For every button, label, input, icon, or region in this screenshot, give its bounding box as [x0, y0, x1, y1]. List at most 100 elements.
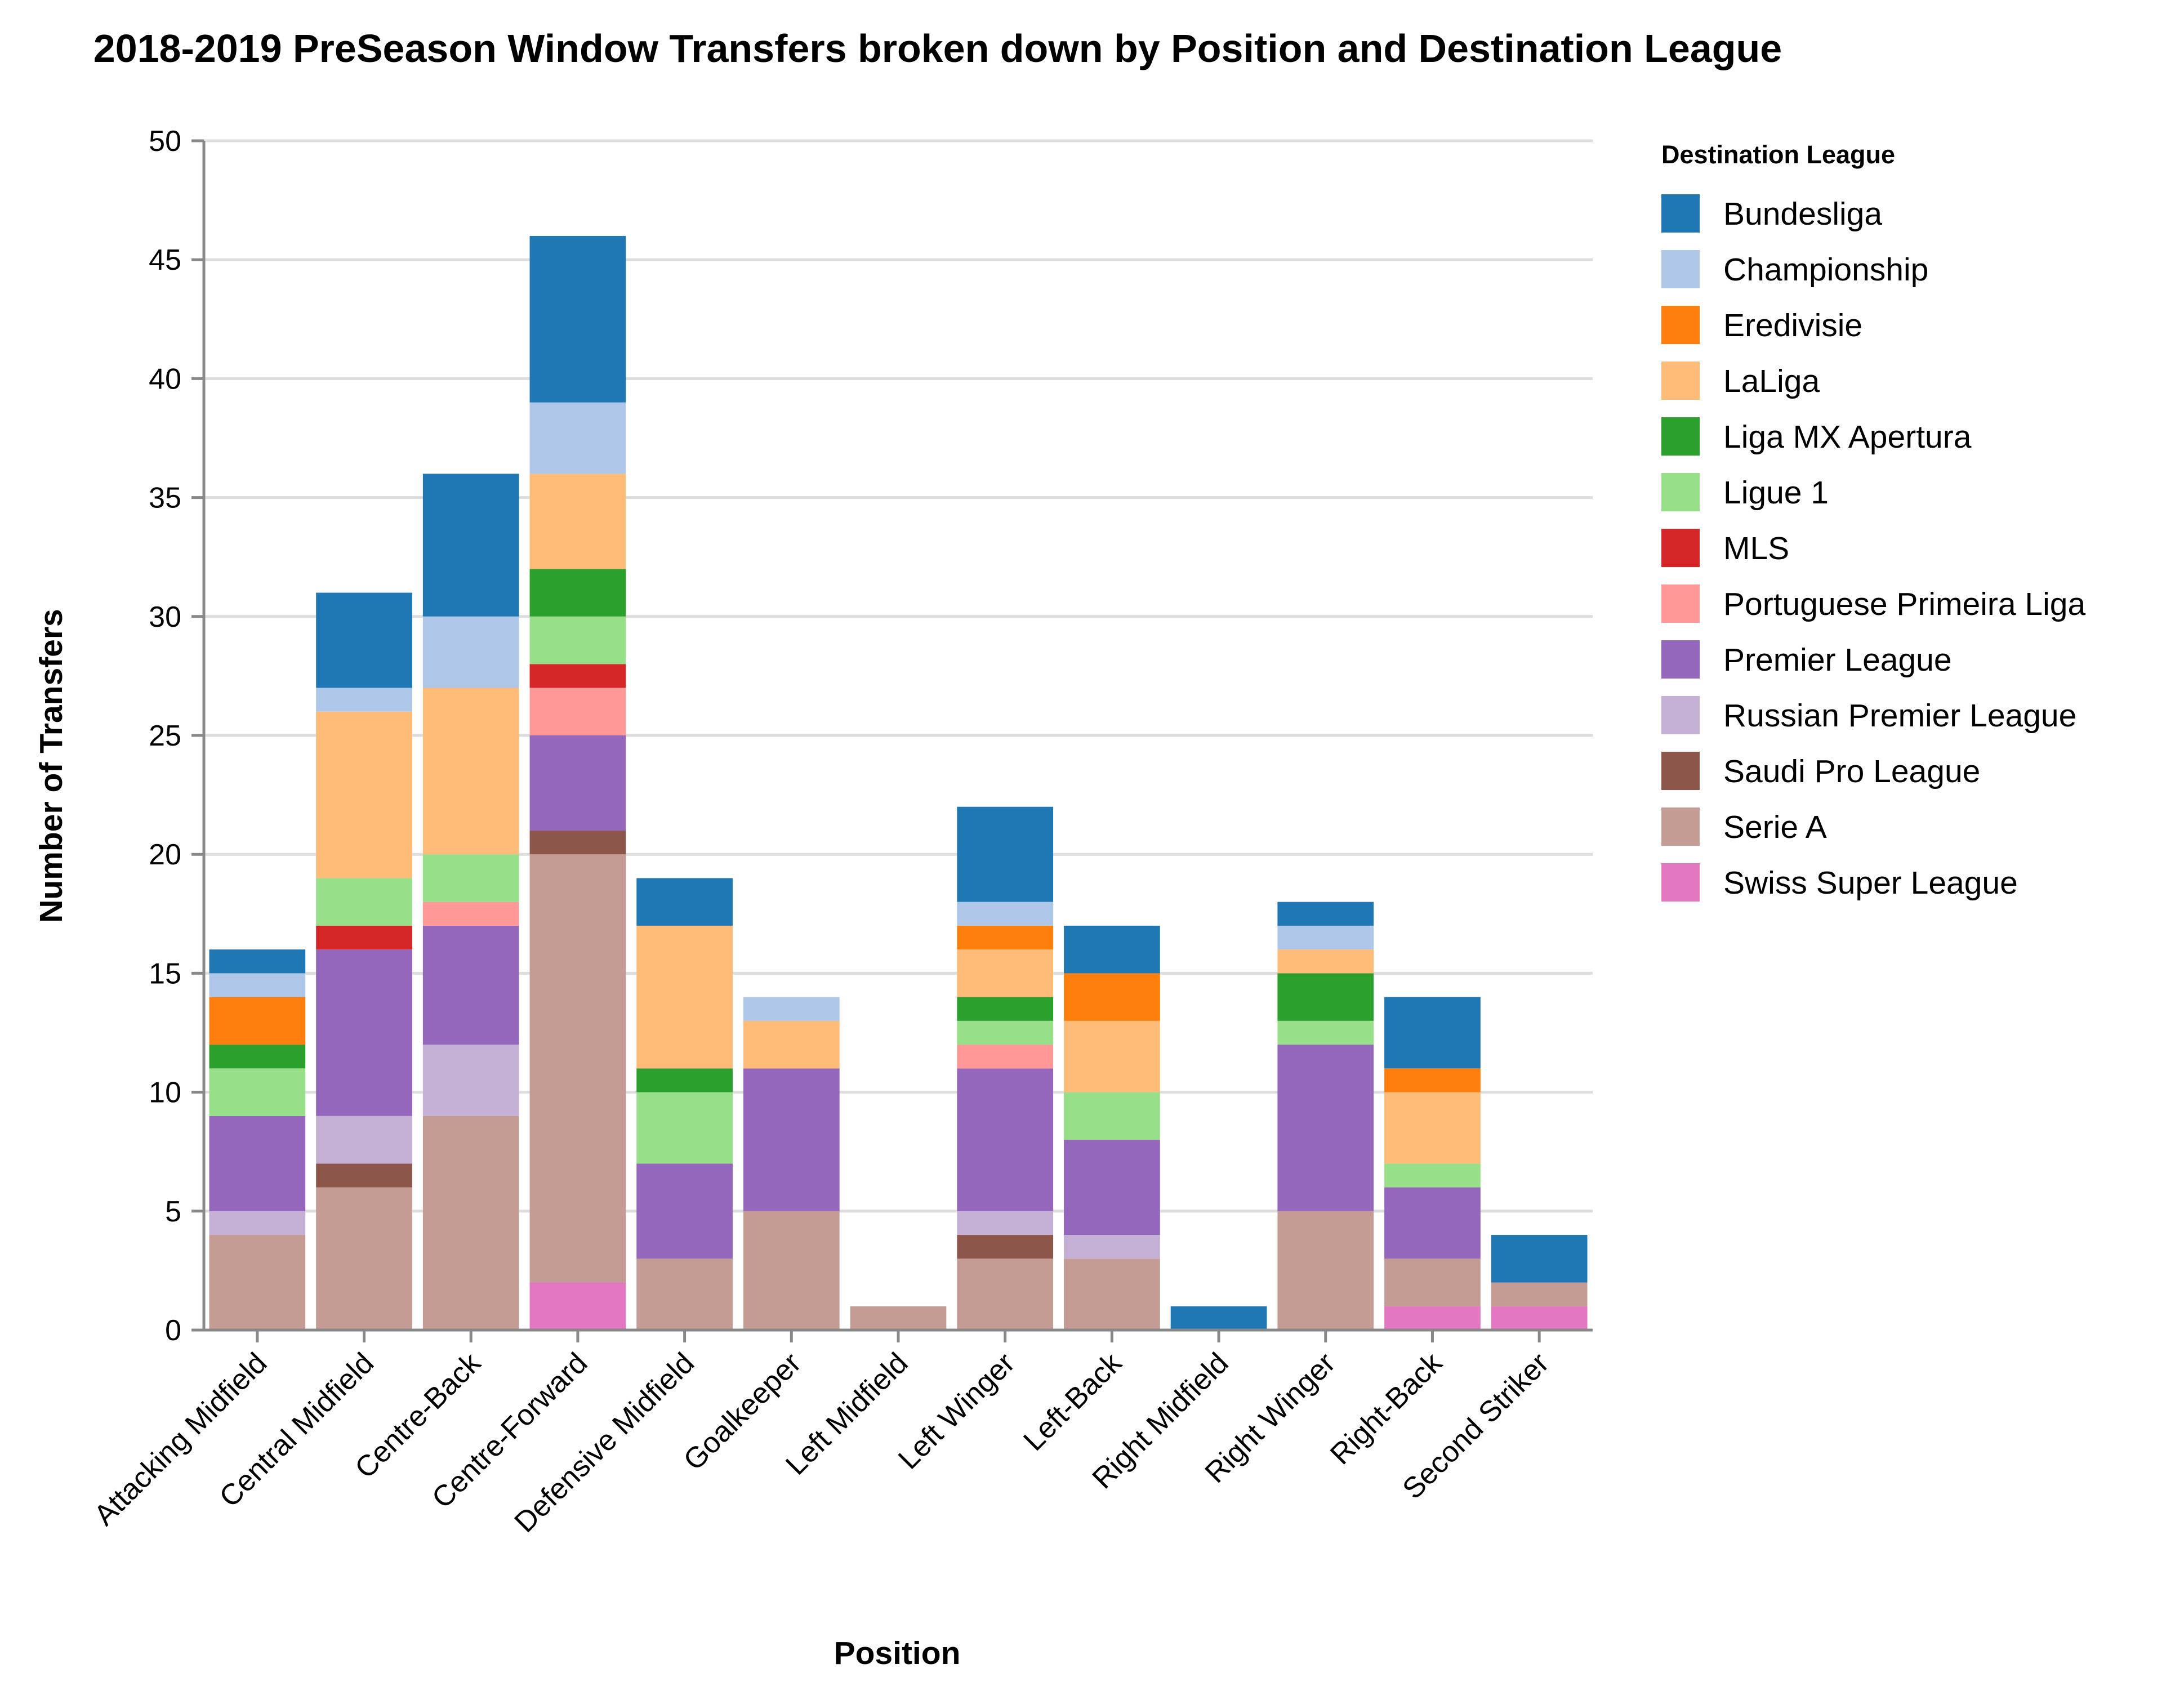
y-tick-label: 20	[149, 838, 181, 871]
bar-segment	[209, 1211, 306, 1235]
bar-segment	[529, 664, 626, 688]
legend-label: LaLiga	[1723, 363, 1820, 399]
bar-segment	[422, 474, 519, 617]
legend-swatch	[1661, 807, 1700, 846]
legend-label: Eredivisie	[1723, 307, 1862, 343]
bar-segment	[316, 925, 412, 950]
x-tick-label: Left-Back	[1018, 1346, 1129, 1457]
bar-segment	[316, 592, 412, 688]
bar-segment	[316, 688, 412, 712]
bar-segment	[636, 1092, 733, 1164]
bar-segment	[529, 735, 626, 831]
bar-segment	[957, 1020, 1054, 1045]
bar-segment	[209, 1116, 306, 1211]
legend-swatch	[1661, 194, 1700, 233]
bar-segment	[636, 925, 733, 1069]
bar-segment	[1384, 1068, 1481, 1092]
bar-segment	[1384, 1163, 1481, 1188]
legend-label: Bundesliga	[1723, 196, 1882, 232]
bar-segment	[316, 1187, 412, 1330]
legend-label: Ligue 1	[1723, 475, 1829, 511]
bar-segment	[1491, 1282, 1588, 1306]
legend-swatch	[1661, 250, 1700, 288]
legend-label: Liga MX Apertura	[1723, 419, 1972, 455]
legend-label: Championship	[1723, 252, 1928, 288]
bar-segment	[422, 616, 519, 688]
bar-segment	[850, 1306, 947, 1330]
bar-segment	[743, 1020, 840, 1069]
bar-segment	[636, 1068, 733, 1092]
y-tick-label: 25	[149, 720, 181, 752]
bar-segment	[1384, 1259, 1481, 1306]
bar-segment	[1277, 949, 1374, 974]
y-tick-label: 0	[165, 1314, 181, 1347]
bar-segment	[1064, 1020, 1160, 1092]
legend: Destination League Bundesliga Championshi…	[1661, 140, 2085, 902]
bar-segment	[1170, 1306, 1267, 1330]
legend-swatch	[1661, 529, 1700, 567]
y-tick-label: 5	[165, 1195, 181, 1228]
bar-segment	[957, 949, 1054, 997]
bar-segment	[422, 1045, 519, 1116]
bar-segment	[957, 806, 1054, 902]
bar-segment	[1491, 1306, 1588, 1330]
legend-swatch	[1661, 473, 1700, 511]
legend-swatch	[1661, 306, 1700, 344]
bar-segment	[529, 830, 626, 855]
bar-segment	[636, 878, 733, 926]
bar-segment	[957, 997, 1054, 1021]
bar-segment	[209, 997, 306, 1045]
bar-segment	[529, 1282, 626, 1330]
y-tick-label: 10	[149, 1077, 181, 1109]
bar-segment	[529, 616, 626, 664]
bar-segment	[422, 688, 519, 855]
bar-segment	[1384, 1092, 1481, 1164]
y-tick-label: 40	[149, 363, 181, 395]
bar-segment	[316, 1163, 412, 1188]
legend-swatch	[1661, 640, 1700, 679]
bar-segment	[1384, 1306, 1481, 1330]
bar-segment	[957, 1211, 1054, 1235]
bar-segment	[316, 711, 412, 878]
y-tick-label: 50	[149, 125, 181, 158]
bar-segment	[1277, 1020, 1374, 1045]
legend-label: Portuguese Primeira Liga	[1723, 586, 2085, 622]
bar-segment	[422, 1116, 519, 1330]
bar-segment	[743, 997, 840, 1021]
y-axis-ticks: 0 5 10 15 20 25 30 35 40 45 50	[149, 125, 204, 1347]
legend-label: Swiss Super League	[1723, 865, 2018, 901]
bar-segment	[1277, 1211, 1374, 1330]
bar-segment	[957, 1068, 1054, 1211]
y-axis-title: Number of Transfers	[33, 609, 69, 922]
legend-swatch	[1661, 585, 1700, 623]
legend-label: Premier League	[1723, 642, 1952, 678]
y-tick-label: 30	[149, 601, 181, 633]
legend-swatch	[1661, 696, 1700, 734]
bar-segment	[529, 402, 626, 474]
bar-segment	[957, 902, 1054, 926]
legend-label: Saudi Pro League	[1723, 753, 1980, 789]
x-axis-title: Position	[834, 1635, 961, 1671]
bar-segment	[209, 973, 306, 997]
bar-segment	[316, 1116, 412, 1164]
bar-segment	[422, 925, 519, 1045]
bar-segment	[316, 949, 412, 1116]
bar-segment	[1277, 902, 1374, 926]
legend-label: MLS	[1723, 530, 1789, 566]
bar-segment	[529, 854, 626, 1283]
bar-segment	[1064, 1140, 1160, 1235]
bar-segment	[1277, 973, 1374, 1021]
bar-segment	[209, 1068, 306, 1116]
y-tick-label: 45	[149, 244, 181, 276]
bar-segment	[743, 1211, 840, 1330]
bar-segment	[957, 1259, 1054, 1330]
bars	[209, 235, 1588, 1330]
bar-segment	[529, 569, 626, 617]
bar-segment	[529, 474, 626, 569]
bar-segment	[636, 1163, 733, 1259]
x-tick-label: Defensive Midfield	[509, 1346, 701, 1538]
bar-segment	[1384, 1187, 1481, 1259]
legend-swatch	[1661, 752, 1700, 790]
